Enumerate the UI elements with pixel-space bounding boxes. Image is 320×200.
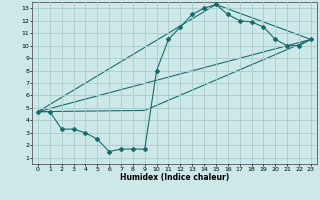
X-axis label: Humidex (Indice chaleur): Humidex (Indice chaleur) (120, 173, 229, 182)
